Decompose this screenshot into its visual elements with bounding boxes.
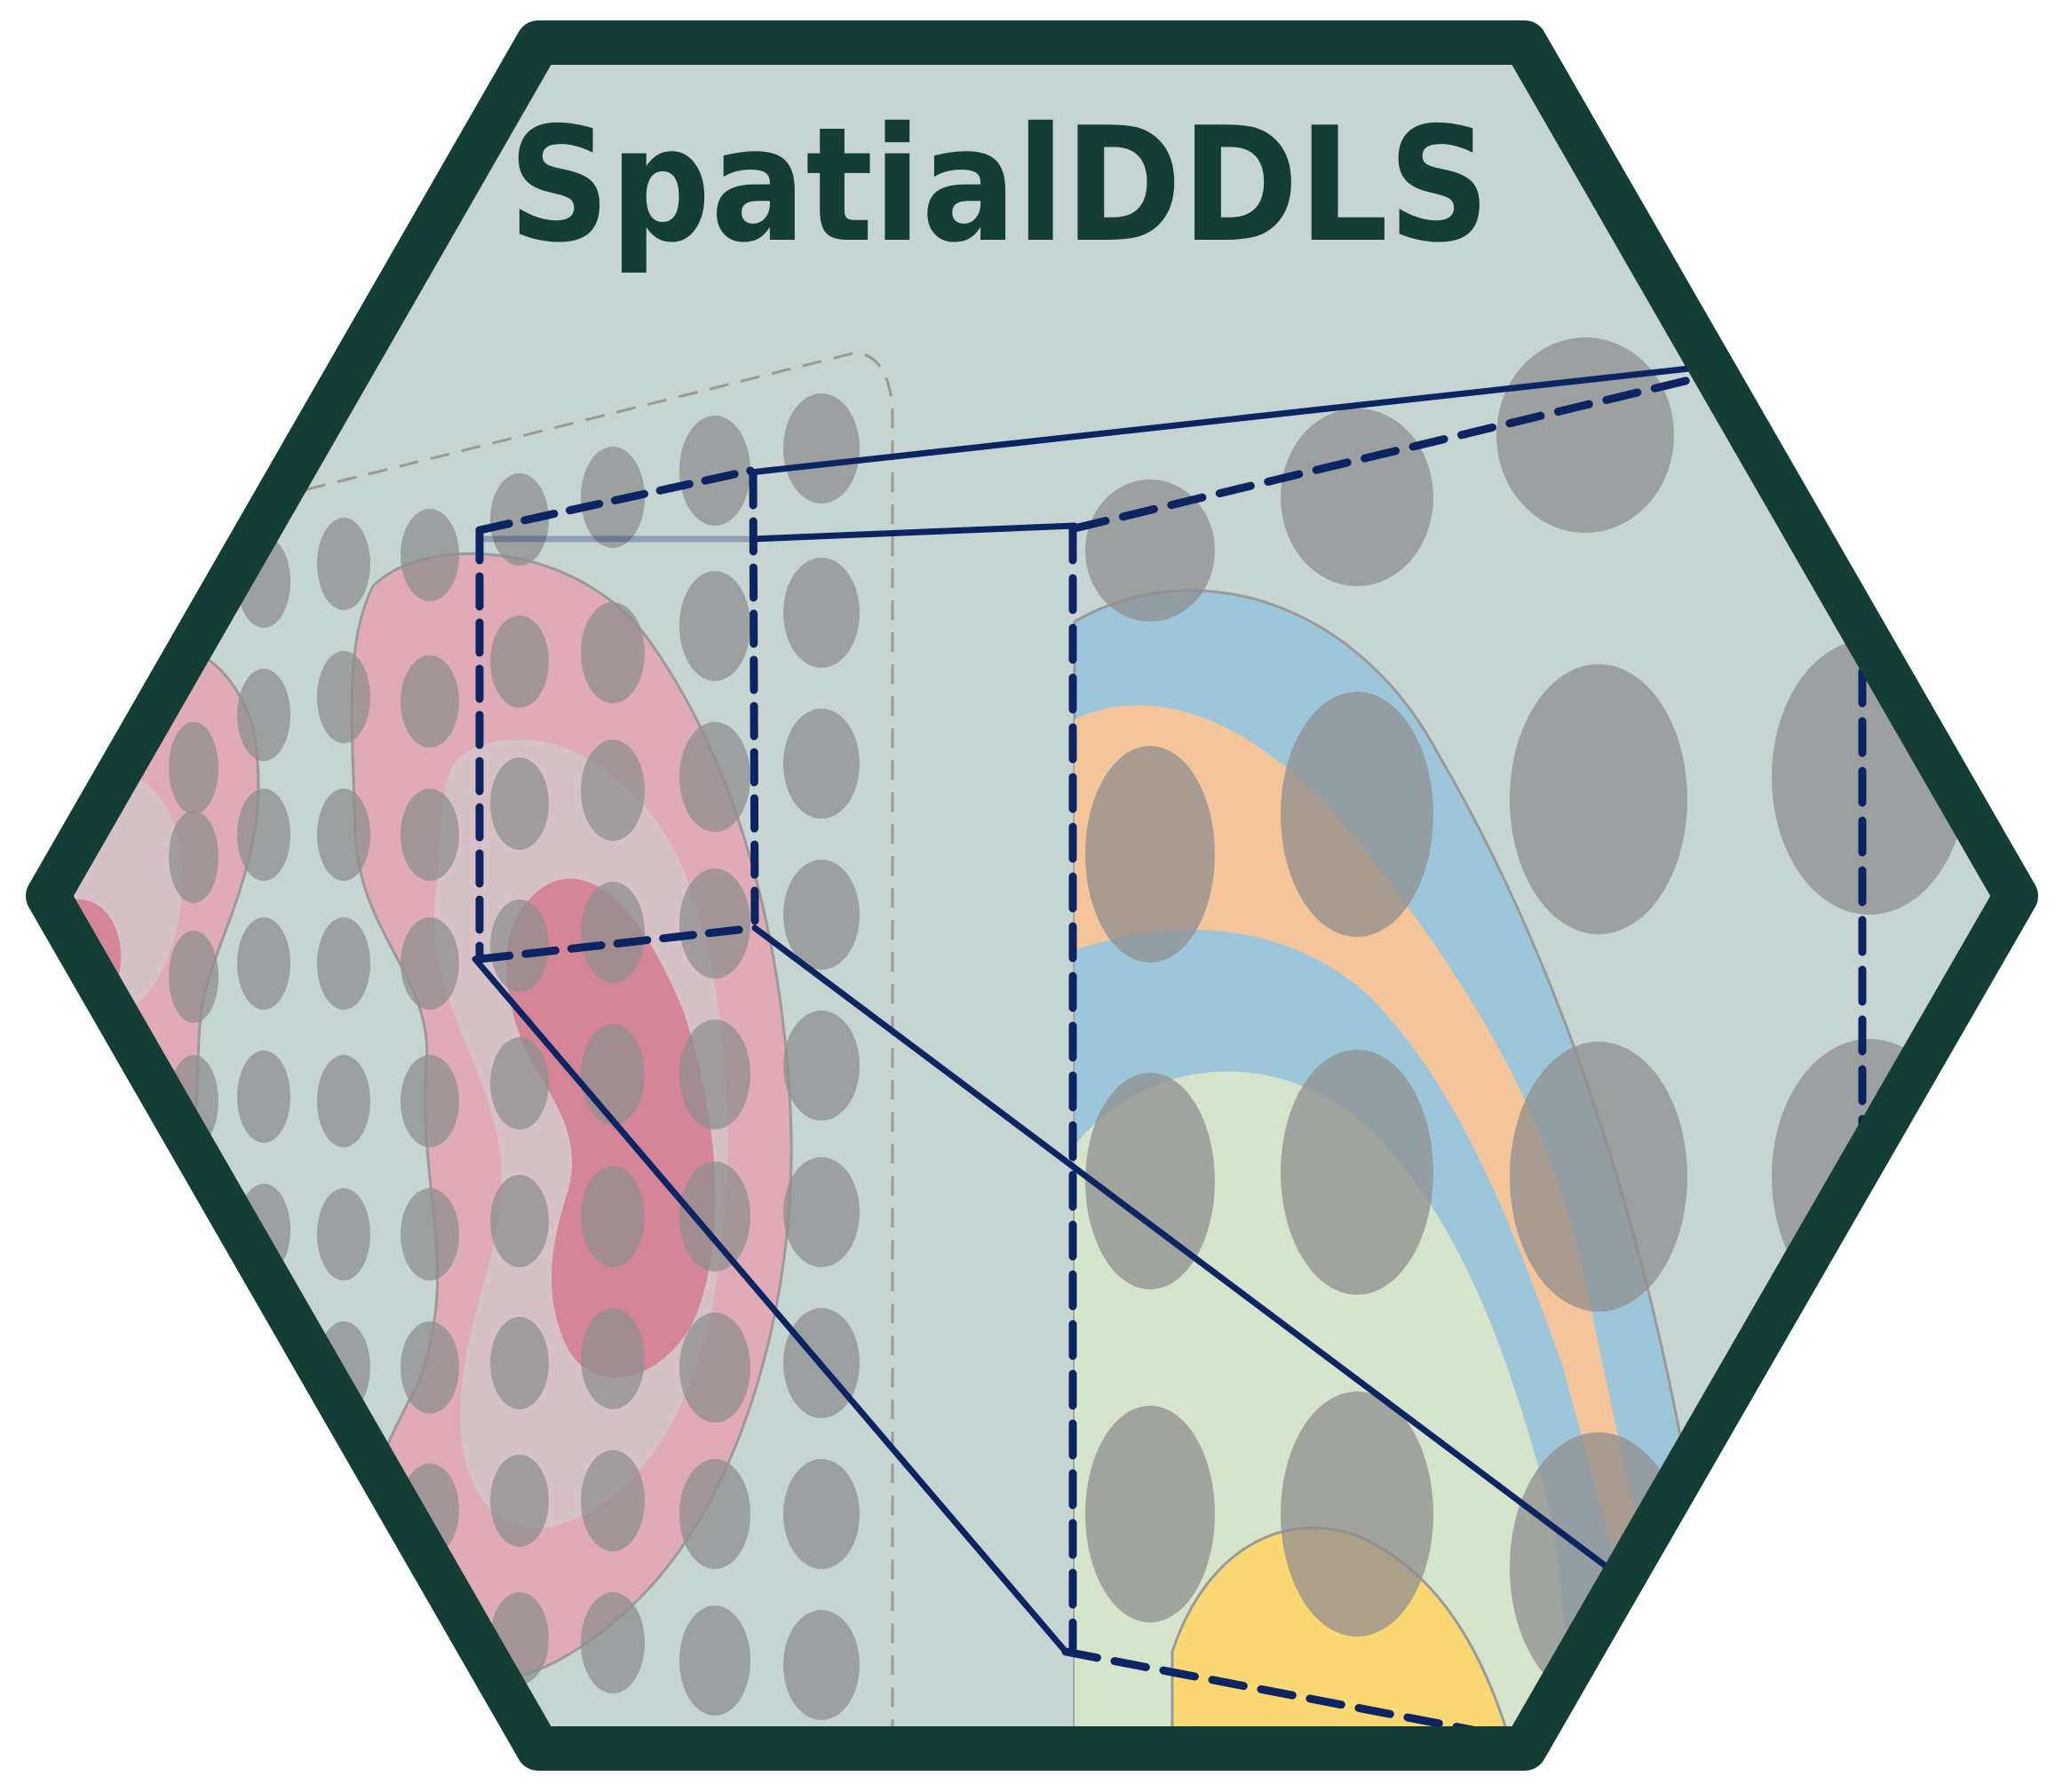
slide-outline	[274, 352, 894, 1727]
hexagon-badge-icon	[26, 20, 2038, 1771]
logo-title: SpatialDDLS	[509, 93, 1490, 277]
zoom-inset-icon	[472, 362, 1867, 1745]
hexagon-background	[48, 43, 2016, 1748]
